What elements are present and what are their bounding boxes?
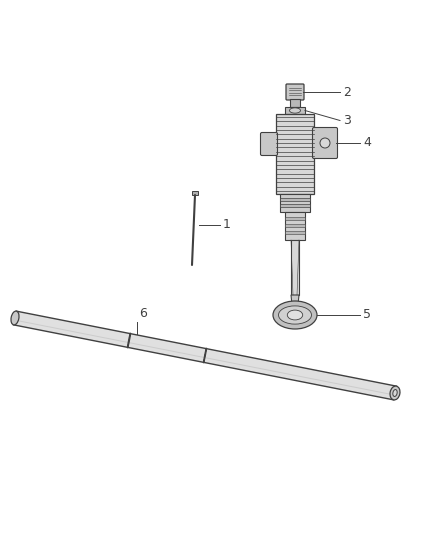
Ellipse shape bbox=[287, 310, 303, 320]
Ellipse shape bbox=[320, 138, 330, 148]
Bar bbox=[192, 191, 198, 195]
Ellipse shape bbox=[204, 348, 207, 363]
Ellipse shape bbox=[11, 311, 19, 325]
Text: 1: 1 bbox=[223, 219, 231, 231]
Bar bbox=[285, 107, 305, 114]
Bar bbox=[291, 240, 299, 295]
Bar bbox=[280, 204, 310, 207]
Bar bbox=[276, 114, 314, 194]
Bar bbox=[285, 212, 305, 240]
Bar bbox=[290, 99, 300, 107]
Ellipse shape bbox=[127, 333, 131, 348]
Bar bbox=[280, 198, 310, 201]
Ellipse shape bbox=[290, 108, 300, 113]
Text: 5: 5 bbox=[363, 309, 371, 321]
FancyBboxPatch shape bbox=[261, 133, 278, 156]
Text: 3: 3 bbox=[343, 114, 351, 127]
Text: 6: 6 bbox=[140, 307, 148, 320]
FancyBboxPatch shape bbox=[312, 127, 338, 158]
Polygon shape bbox=[14, 311, 396, 400]
Ellipse shape bbox=[273, 301, 317, 329]
FancyBboxPatch shape bbox=[286, 84, 304, 100]
Ellipse shape bbox=[279, 306, 311, 324]
Bar bbox=[285, 217, 305, 220]
Bar bbox=[285, 224, 305, 227]
Ellipse shape bbox=[393, 390, 397, 397]
Polygon shape bbox=[291, 295, 299, 310]
Bar bbox=[285, 231, 305, 234]
Ellipse shape bbox=[390, 386, 400, 400]
Text: 2: 2 bbox=[343, 85, 351, 99]
Bar bbox=[280, 194, 310, 212]
Text: 4: 4 bbox=[363, 136, 371, 149]
